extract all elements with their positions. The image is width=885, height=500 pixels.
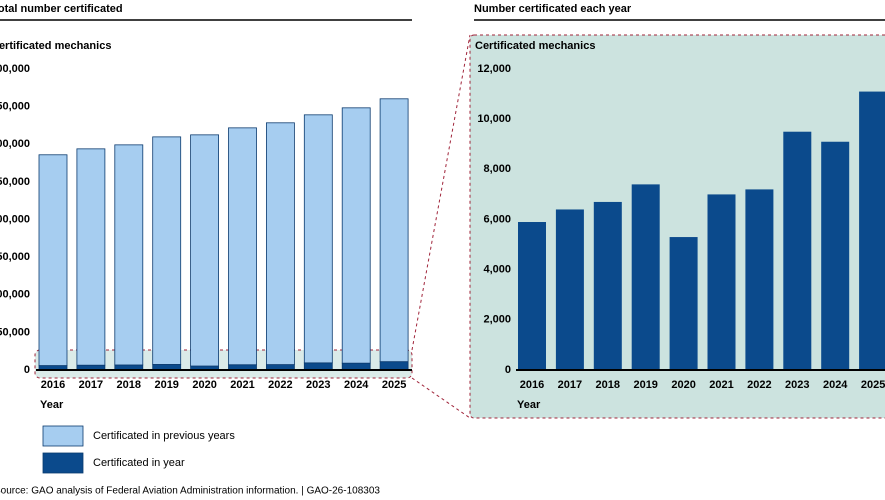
y-axis-label: Certificated mechanics [0, 40, 111, 52]
y-tick-label: 4,000 [483, 264, 511, 276]
x-axis-label: Year [40, 399, 64, 411]
bar [783, 131, 812, 370]
zoom-connector [411, 34, 471, 351]
bar-segment [379, 98, 409, 363]
bar [859, 91, 885, 370]
bar [518, 222, 546, 370]
legend-label: Certificated in year [93, 457, 185, 469]
y-tick-label: 8,000 [483, 163, 511, 175]
x-tick-label: 2017 [558, 379, 582, 391]
x-tick-label: 2018 [596, 379, 620, 391]
y-tick-label: 400,000 [0, 63, 30, 75]
y-tick-label: 0 [24, 364, 30, 376]
bar-segment [190, 134, 220, 367]
legend-swatch [42, 452, 84, 474]
bar-segment [152, 136, 182, 365]
y-tick-label: 250,000 [0, 176, 30, 188]
x-tick-label: 2021 [230, 379, 254, 391]
bar-segment [341, 362, 371, 371]
y-tick-label: 6,000 [483, 213, 511, 225]
y-tick-label: 50,000 [0, 326, 30, 338]
y-tick-label: 10,000 [477, 113, 511, 125]
bar-segment [76, 148, 106, 366]
y-tick-label: 2,000 [483, 314, 511, 326]
y-tick-label: 12,000 [477, 63, 511, 75]
bar-segment [303, 362, 333, 371]
x-tick-label: 2020 [192, 379, 216, 391]
legend-label: Certificated in previous years [93, 430, 235, 442]
y-tick-label: 100,000 [0, 289, 30, 301]
bar-segment [228, 127, 257, 366]
x-tick-label: 2024 [823, 379, 848, 391]
bar [707, 194, 736, 370]
bar-segment [38, 154, 68, 366]
bar [745, 189, 774, 370]
zoom-connector [411, 377, 471, 419]
x-tick-label: 2023 [785, 379, 809, 391]
y-tick-label: 350,000 [0, 101, 30, 113]
bar [593, 201, 622, 370]
bar-segment [114, 144, 144, 366]
bar-segment [265, 122, 295, 365]
x-tick-label: 2025 [861, 379, 885, 391]
x-tick-label: 2022 [268, 379, 292, 391]
x-tick-label: 2020 [671, 379, 695, 391]
x-tick-label: 2019 [633, 379, 657, 391]
x-tick-label: 2021 [709, 379, 733, 391]
x-axis-label: Year [517, 399, 541, 411]
legend-swatch [42, 425, 84, 447]
bar-segment [341, 107, 371, 364]
chart-title: Number certificated each year [474, 3, 632, 15]
x-tick-label: 2022 [747, 379, 771, 391]
x-tick-label: 2018 [117, 379, 141, 391]
y-axis-label: Certificated mechanics [475, 40, 595, 52]
y-tick-label: 200,000 [0, 213, 30, 225]
bar-segment [303, 114, 333, 364]
bar [631, 184, 660, 370]
x-tick-label: 2023 [306, 379, 330, 391]
x-tick-label: 2017 [79, 379, 103, 391]
x-tick-label: 2025 [382, 379, 406, 391]
bar [555, 209, 584, 370]
x-tick-label: 2024 [344, 379, 369, 391]
y-tick-label: 150,000 [0, 251, 30, 263]
chart-title: Total number certificated [0, 3, 123, 15]
bar [821, 141, 850, 370]
y-tick-label: 0 [505, 364, 511, 376]
x-tick-label: 2016 [520, 379, 544, 391]
bar-segment [379, 361, 409, 371]
source-note: Source: GAO analysis of Federal Aviation… [0, 486, 380, 497]
x-tick-label: 2019 [154, 379, 178, 391]
x-tick-label: 2016 [41, 379, 65, 391]
y-tick-label: 300,000 [0, 138, 30, 150]
bar [669, 237, 698, 370]
